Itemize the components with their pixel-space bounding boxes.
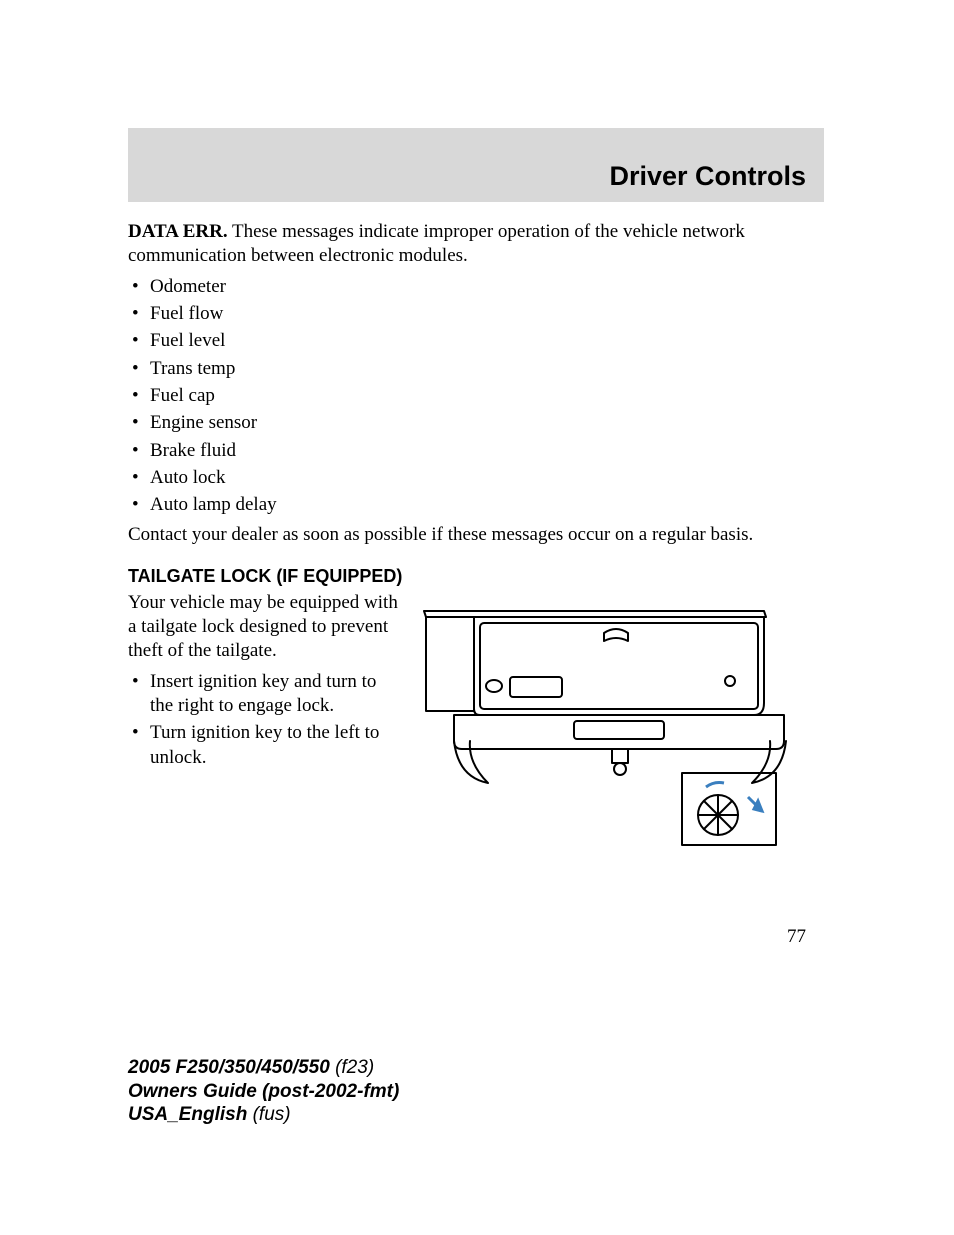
list-item: Auto lock xyxy=(128,466,824,490)
footer-lang: USA_English xyxy=(128,1104,247,1125)
tailgate-illustration-col xyxy=(414,591,844,856)
tailgate-row: Your vehicle may be equipped with a tail… xyxy=(128,591,824,856)
data-err-list: Odometer Fuel flow Fuel level Trans temp… xyxy=(128,275,824,518)
footer-line-3: USA_English (fus) xyxy=(128,1103,399,1127)
data-err-lead: DATA ERR. xyxy=(128,221,228,242)
list-item: Fuel level xyxy=(128,329,824,353)
truck-tailgate-illustration xyxy=(414,591,844,851)
list-item: Insert ignition key and turn to the righ… xyxy=(128,670,398,719)
footer-model: 2005 F250/350/450/550 xyxy=(128,1057,330,1078)
contact-dealer-note: Contact your dealer as soon as possible … xyxy=(128,523,824,547)
page-number: 77 xyxy=(787,926,806,948)
list-item: Turn ignition key to the left to unlock. xyxy=(128,721,398,770)
list-item: Odometer xyxy=(128,275,824,299)
section-title: Driver Controls xyxy=(609,161,806,192)
list-item: Engine sensor xyxy=(128,411,824,435)
footer-lang-code: (fus) xyxy=(247,1104,290,1125)
tailgate-intro: Your vehicle may be equipped with a tail… xyxy=(128,591,398,664)
list-item: Fuel flow xyxy=(128,302,824,326)
tailgate-text-col: Your vehicle may be equipped with a tail… xyxy=(128,591,398,856)
list-item: Fuel cap xyxy=(128,384,824,408)
footer-line-2: Owners Guide (post-2002-fmt) xyxy=(128,1080,399,1104)
tailgate-heading: TAILGATE LOCK (IF EQUIPPED) xyxy=(128,566,824,587)
manual-page: Driver Controls DATA ERR. These messages… xyxy=(0,0,954,1235)
section-header-band: Driver Controls xyxy=(128,128,824,202)
tailgate-steps: Insert ignition key and turn to the righ… xyxy=(128,670,398,770)
list-item: Auto lamp delay xyxy=(128,493,824,517)
footer-block: 2005 F250/350/450/550 (f23) Owners Guide… xyxy=(128,1056,399,1127)
list-item: Brake fluid xyxy=(128,439,824,463)
footer-code: (f23) xyxy=(330,1057,374,1078)
data-err-paragraph: DATA ERR. These messages indicate improp… xyxy=(128,220,824,269)
footer-line-1: 2005 F250/350/450/550 (f23) xyxy=(128,1056,399,1080)
list-item: Trans temp xyxy=(128,357,824,381)
